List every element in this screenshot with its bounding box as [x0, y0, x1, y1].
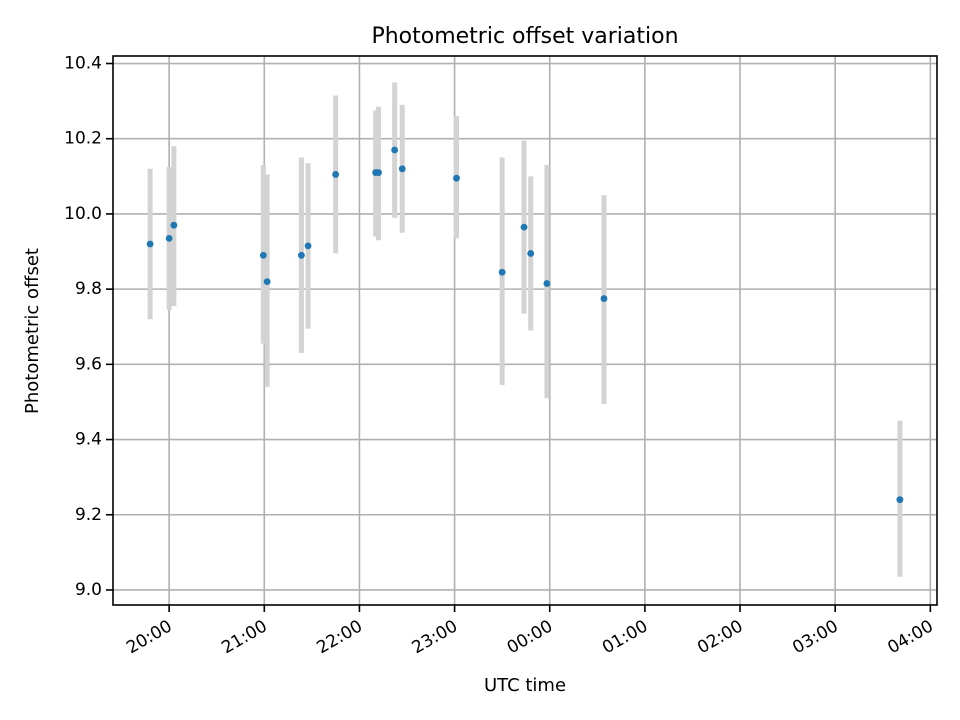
grid — [113, 56, 937, 605]
y-tick-label: 9.4 — [75, 430, 102, 450]
x-axis-ticks: 20:00 21:00 22:00 23:00 00:00 01:00 02:00 03:00… — [123, 605, 937, 658]
y-tick-label: 9.2 — [75, 505, 102, 525]
y-axis-label: Photometric offset — [22, 248, 43, 414]
data-point — [170, 221, 178, 229]
x-tick-label: 20:00 — [123, 616, 175, 658]
data-point — [498, 268, 506, 276]
error-bars — [147, 82, 903, 577]
x-tick-label: 04:00 — [884, 616, 936, 658]
data-point — [520, 223, 528, 231]
y-tick-label: 9.8 — [75, 279, 102, 299]
data-point — [263, 278, 271, 286]
x-tick-label: 03:00 — [789, 616, 841, 658]
x-axis-label: UTC time — [484, 675, 566, 696]
y-tick-label: 10.0 — [64, 204, 102, 224]
data-point — [398, 165, 406, 173]
data-point — [600, 295, 608, 302]
x-tick-label: 22:00 — [314, 616, 366, 658]
data-point — [259, 251, 267, 259]
y-axis-ticks: 9.0 9.2 9.4 9.6 9.8 10.0 10.2 10.4 — [64, 54, 113, 600]
x-tick-label: 00:00 — [504, 616, 556, 658]
data-point — [543, 280, 551, 287]
data-point — [146, 240, 154, 248]
data-point — [304, 242, 312, 250]
data-point — [896, 496, 904, 504]
x-tick-label: 21:00 — [218, 616, 270, 658]
x-tick-label: 01:00 — [599, 616, 651, 658]
data-point — [332, 171, 340, 178]
y-tick-label: 9.0 — [75, 580, 102, 600]
data-point — [453, 174, 460, 182]
plot-frame — [112, 55, 938, 606]
data-point — [375, 169, 382, 176]
data-point — [391, 146, 399, 154]
data-point — [297, 251, 305, 259]
x-tick-label: 02:00 — [694, 616, 746, 658]
data-point — [527, 250, 535, 257]
x-tick-label: 23:00 — [409, 616, 461, 658]
y-tick-label: 9.6 — [75, 354, 102, 374]
data-points — [146, 146, 904, 504]
chart-title: Photometric offset variation — [371, 24, 678, 49]
y-tick-label: 10.2 — [64, 129, 102, 149]
y-tick-label: 10.4 — [64, 54, 102, 74]
data-point — [165, 234, 173, 242]
